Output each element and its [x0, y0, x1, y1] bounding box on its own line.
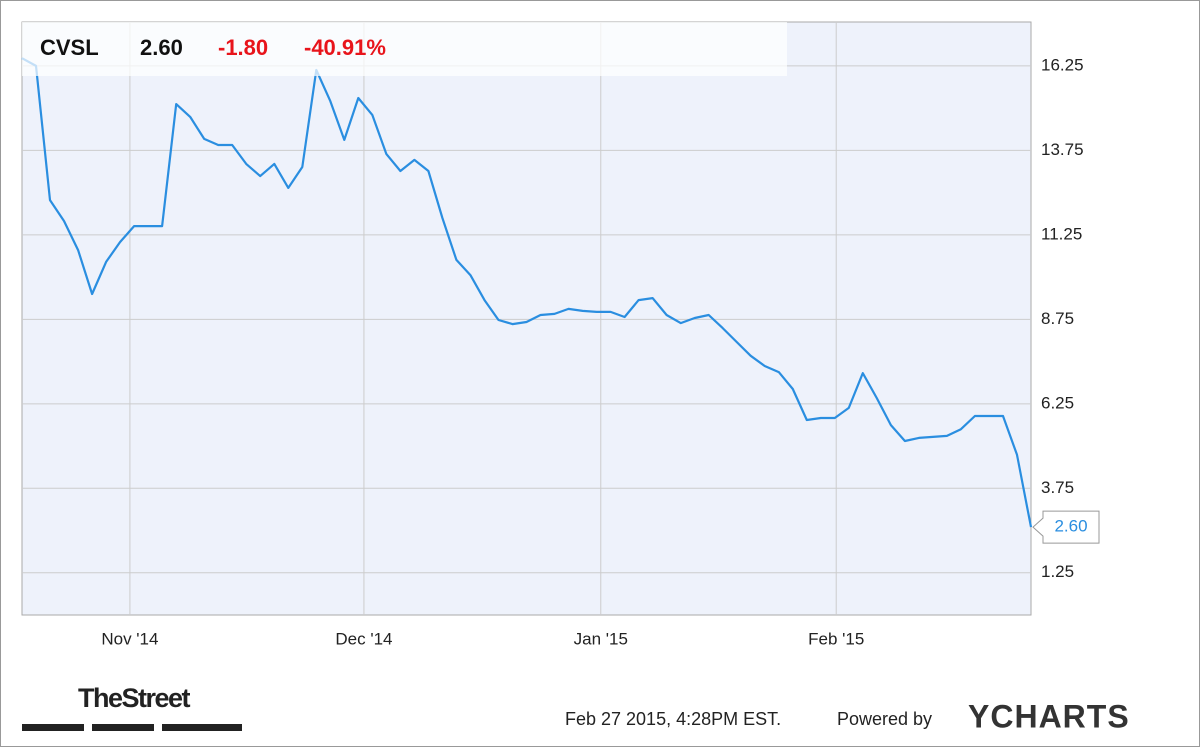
y-tick-label: 13.75 [1041, 140, 1084, 159]
y-tick-label: 3.75 [1041, 478, 1074, 497]
source-logo: TheStreet [78, 683, 191, 713]
x-tick-label: Jan '15 [574, 629, 628, 648]
y-tick-label: 16.25 [1041, 55, 1084, 74]
change-percent: -40.91% [304, 35, 386, 60]
last-value-label: 2.60 [1054, 517, 1087, 536]
y-tick-label: 8.75 [1041, 309, 1074, 328]
y-tick-label: 6.25 [1041, 393, 1074, 412]
timestamp: Feb 27 2015, 4:28PM EST. [565, 709, 781, 729]
powered-by: Powered by [837, 709, 932, 729]
last-value-box [1032, 510, 1100, 544]
y-tick-label: 11.25 [1041, 224, 1082, 243]
logo-bar [162, 724, 242, 731]
logo-bar [22, 724, 84, 731]
change: -1.80 [218, 35, 268, 60]
x-tick-label: Dec '14 [335, 629, 392, 648]
symbol: CVSL [40, 35, 99, 60]
x-tick-label: Feb '15 [808, 629, 864, 648]
logo-bar [92, 724, 154, 731]
x-tick-label: Nov '14 [101, 629, 158, 648]
price: 2.60 [140, 35, 183, 60]
plot-area [21, 21, 1032, 616]
price-line [21, 57, 1033, 528]
y-tick-label: 1.25 [1041, 562, 1074, 581]
brand: YCHARTS [968, 698, 1130, 734]
header-box [22, 22, 787, 76]
